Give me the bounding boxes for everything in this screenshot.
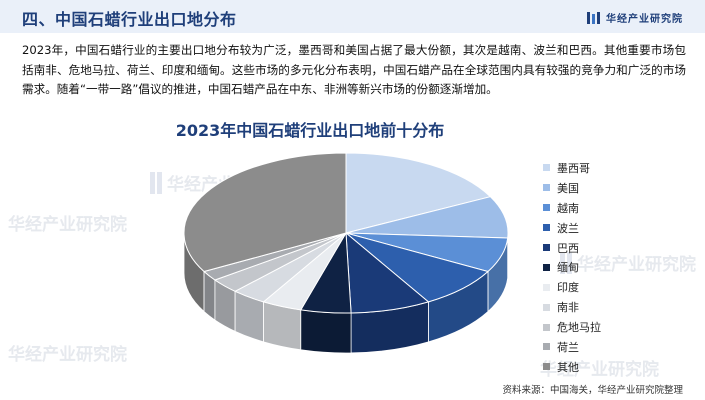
legend-item: 其他 <box>543 357 601 377</box>
watermark-logo-icon <box>560 251 572 274</box>
legend-swatch <box>543 343 550 351</box>
legend-swatch <box>543 244 550 251</box>
legend-label: 波兰 <box>557 221 579 235</box>
legend-label: 其他 <box>557 360 579 374</box>
pie-slice-其他 <box>183 152 347 273</box>
legend-label: 印度 <box>557 281 579 295</box>
watermark-text: 华经产业研究院 <box>540 360 659 380</box>
source-note: 资料来源：中国海关，华经产业研究院整理 <box>502 385 683 396</box>
legend-label: 缅甸 <box>557 261 579 275</box>
intro-paragraph: 2023年，中国石蜡行业的主要出口地分布较为广泛，墨西哥和美国占据了最大份额，其… <box>22 43 686 96</box>
legend-item: 荷兰 <box>543 337 601 357</box>
watermark-logo-icon <box>150 171 162 194</box>
legend-item: 印度 <box>543 277 601 297</box>
legend-swatch <box>543 204 550 212</box>
legend-swatch <box>543 263 550 271</box>
legend-item: 缅甸 <box>543 257 601 277</box>
watermark: 华经产业研究院 <box>8 210 127 235</box>
legend-label: 南非 <box>557 301 579 315</box>
brand-name: 华经产业研究院 <box>606 14 683 25</box>
legend-item: 南非 <box>543 297 601 317</box>
pie-side-缅甸 <box>300 309 352 354</box>
watermark-text: 华经产业研究院 <box>577 255 696 275</box>
pie-slice-波兰 <box>345 232 489 303</box>
chart-title: 2023年中国石蜡行业出口地前十分布 <box>175 121 445 140</box>
legend-label: 荷兰 <box>557 340 579 354</box>
chart-legend: 墨西哥美国越南波兰巴西缅甸印度南非危地马拉荷兰其他 <box>543 158 601 377</box>
legend-swatch <box>543 363 550 371</box>
watermark-text: 华经产业研究院 <box>8 345 127 365</box>
legend-item: 危地马拉 <box>543 317 601 337</box>
brand-logo-icon <box>587 11 600 24</box>
watermark: 华经产业研究院 <box>540 355 659 380</box>
legend-label: 危地马拉 <box>557 321 601 335</box>
legend-swatch <box>543 164 550 172</box>
page-title: 四、中国石蜡行业出口地分布 <box>22 10 237 29</box>
legend-swatch <box>543 224 550 232</box>
legend-swatch <box>543 323 550 331</box>
legend-label: 巴西 <box>557 241 579 255</box>
legend-label: 墨西哥 <box>557 161 590 175</box>
legend-item: 巴西 <box>543 238 601 258</box>
pie-slice-墨西哥 <box>345 152 492 234</box>
watermark-text: 华经产业研究院 <box>8 215 127 235</box>
watermark: 华经产业研究院 <box>560 250 696 275</box>
legend-item: 越南 <box>543 198 601 218</box>
legend-item: 美国 <box>543 178 601 198</box>
brand: 华经产业研究院 <box>587 10 683 25</box>
pie-slice-美国 <box>345 196 509 239</box>
legend-label: 美国 <box>557 181 579 195</box>
legend-swatch <box>543 283 550 291</box>
legend-item: 波兰 <box>543 218 601 238</box>
legend-swatch <box>543 184 550 192</box>
legend-label: 越南 <box>557 201 579 215</box>
legend-swatch <box>543 303 550 311</box>
legend-item: 墨西哥 <box>543 158 601 178</box>
watermark: 华经产业研究院 <box>8 340 127 365</box>
